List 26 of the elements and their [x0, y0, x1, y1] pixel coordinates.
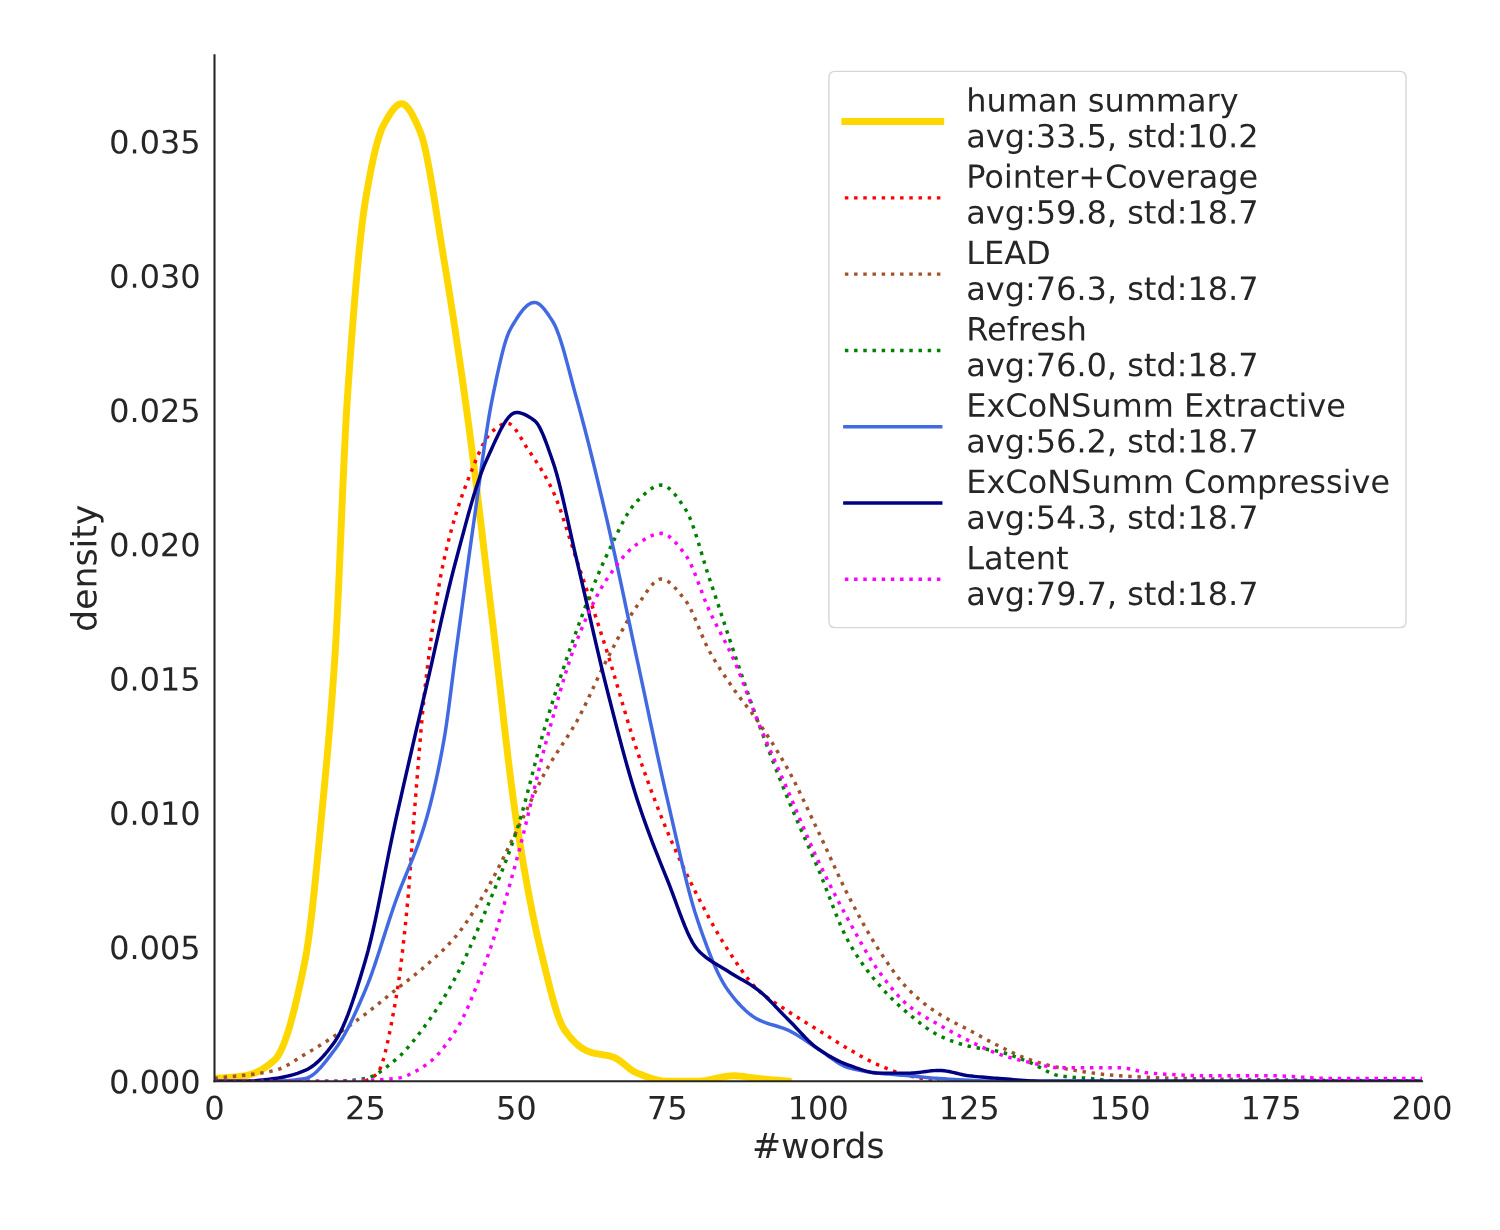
legend-label: Latent avg:79.7, std:18.7	[968, 545, 1256, 612]
y-tick-label: 0.025	[111, 398, 198, 423]
y-tick-label: 0.005	[111, 935, 198, 960]
y-tick-label: 0.030	[111, 263, 199, 289]
y-tick-label: 0.015	[111, 666, 198, 691]
legend-label: Pointer+Coverage avg:59.8, std:18.7	[968, 163, 1257, 231]
x-tick-label: 0	[206, 1095, 223, 1120]
legend-label: ExCoNSumm Extractive avg:56.2, std:18.7	[968, 392, 1345, 460]
x-tick-label: 200	[1393, 1095, 1451, 1120]
legend-label: human summary avg:33.5, std:10.2	[968, 87, 1256, 154]
legend-label: Refresh avg:76.0, std:18.7	[968, 316, 1256, 383]
x-tick-label: 75	[649, 1096, 685, 1120]
x-tick-label: 50	[498, 1095, 535, 1120]
y-tick-label: 0.035	[111, 129, 198, 154]
x-tick-label: 100	[791, 1095, 847, 1120]
x-tick-label: 25	[347, 1095, 383, 1120]
x-tick-label: 150	[1093, 1095, 1149, 1120]
x-tick-label: 175	[1244, 1096, 1299, 1120]
y-axis-title: density	[70, 505, 104, 630]
y-tick-label: 0.000	[111, 1069, 199, 1094]
y-tick-label: 0.020	[111, 532, 199, 557]
legend-label: ExCoNSumm Compressive avg:54.3, std:18.7	[968, 468, 1389, 536]
x-tick-label: 125	[942, 1095, 997, 1120]
x-axis-title: #words	[754, 1131, 883, 1159]
y-tick-label: 0.010	[111, 801, 199, 826]
legend-label: LEAD avg:76.3, std:18.7	[968, 240, 1256, 307]
